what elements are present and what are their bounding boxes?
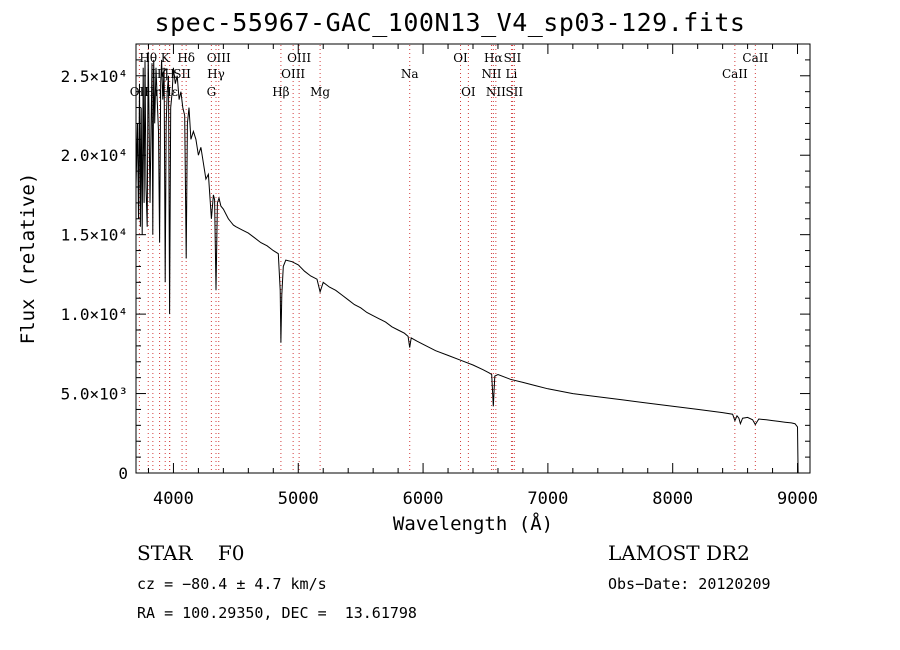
spectrum-plot: OIIHθHηHζKHHεSIIHδGHγOIIIHβOIIIOIIIMgNaO… [17, 43, 818, 535]
observation-date: Obs−Date: 20120209 [608, 575, 771, 593]
line-markers [138, 45, 756, 472]
line-marker-label-14: OIII [287, 51, 311, 65]
x-tick-label-5: 9000 [777, 489, 818, 509]
line-marker-labels: OIIHθHηHζKHHεSIIHδGHγOIIIHβOIIIOIIIMgNaO… [130, 51, 769, 99]
survey-name: LAMOST DR2 [608, 541, 750, 565]
coordinates: RA = 100.29350, DEC = 13.61798 [137, 604, 417, 622]
x-tick-label-3: 7000 [527, 489, 568, 509]
line-marker-label-22: Li [506, 67, 518, 81]
line-marker-label-24: SII [505, 85, 523, 99]
x-tick-label-0: 4000 [153, 489, 194, 509]
line-marker-label-15: Mg [310, 85, 330, 99]
x-tick-label-4: 8000 [652, 489, 693, 509]
chart-title: spec-55967-GAC_100N13_V4_sp03-129.fits [154, 8, 746, 37]
line-marker-label-5: H [164, 67, 174, 81]
line-marker-label-17: OI [453, 51, 468, 65]
plot-frame [135, 43, 811, 474]
line-marker-label-13: OIII [281, 67, 305, 81]
line-marker-label-21: NII [486, 85, 506, 99]
y-tick-label-5: 2.5×10⁴ [61, 67, 128, 86]
line-marker-label-10: Hγ [207, 67, 225, 81]
line-marker-label-26: CaII [742, 51, 768, 65]
x-axis-label: Wavelength (Å) [393, 512, 553, 535]
line-marker-label-7: SII [173, 67, 191, 81]
line-marker-label-19: NII [481, 67, 501, 81]
line-marker-label-2: Hη [144, 85, 162, 99]
y-tick-label-4: 2.0×10⁴ [61, 146, 128, 165]
y-tick-label-3: 1.5×10⁴ [61, 226, 128, 245]
redshift-velocity: cz = −80.4 ± 4.7 km/s [137, 575, 327, 593]
axis-ticks [136, 44, 810, 474]
object-class: STAR F0 [137, 541, 245, 565]
x-tick-label-2: 6000 [403, 489, 444, 509]
line-marker-label-9: G [207, 85, 217, 99]
line-marker-label-12: Hβ [272, 85, 289, 99]
line-marker-label-18: OI [461, 85, 476, 99]
line-marker-label-11: OIII [207, 51, 231, 65]
line-marker-label-16: Na [401, 67, 419, 81]
line-marker-label-6: Hε [161, 85, 178, 99]
axis-tick-labels: 4000 5000 6000 7000 8000 9000 0 5.0×10³ 1.0×10⁴ 1… [61, 67, 818, 509]
line-marker-label-20: Hα [484, 51, 503, 65]
y-tick-label-1: 5.0×10³ [61, 385, 128, 404]
line-marker-label-23: SII [504, 51, 522, 65]
x-tick-label-1: 5000 [278, 489, 319, 509]
y-tick-label-2: 1.0×10⁴ [61, 305, 128, 324]
y-axis-label: Flux (relative) [17, 173, 39, 345]
spectrum-series-line [135, 51, 799, 474]
line-marker-label-25: CaII [722, 67, 748, 81]
line-marker-label-8: Hδ [177, 51, 195, 65]
line-marker-label-4: K [161, 51, 171, 65]
y-tick-label-0: 0 [118, 464, 128, 483]
